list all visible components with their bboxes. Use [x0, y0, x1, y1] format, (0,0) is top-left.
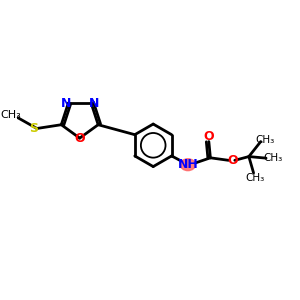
Text: CH₃: CH₃ [246, 173, 265, 183]
Text: O: O [74, 132, 85, 145]
Text: CH₃: CH₃ [263, 153, 283, 163]
Ellipse shape [180, 159, 195, 171]
Text: NH: NH [178, 158, 198, 171]
Text: O: O [203, 130, 214, 143]
Text: S: S [28, 122, 38, 135]
Text: CH₃: CH₃ [0, 110, 21, 120]
Text: N: N [88, 97, 99, 110]
Text: O: O [228, 154, 238, 167]
Text: CH₃: CH₃ [255, 135, 274, 145]
Text: N: N [61, 97, 71, 110]
